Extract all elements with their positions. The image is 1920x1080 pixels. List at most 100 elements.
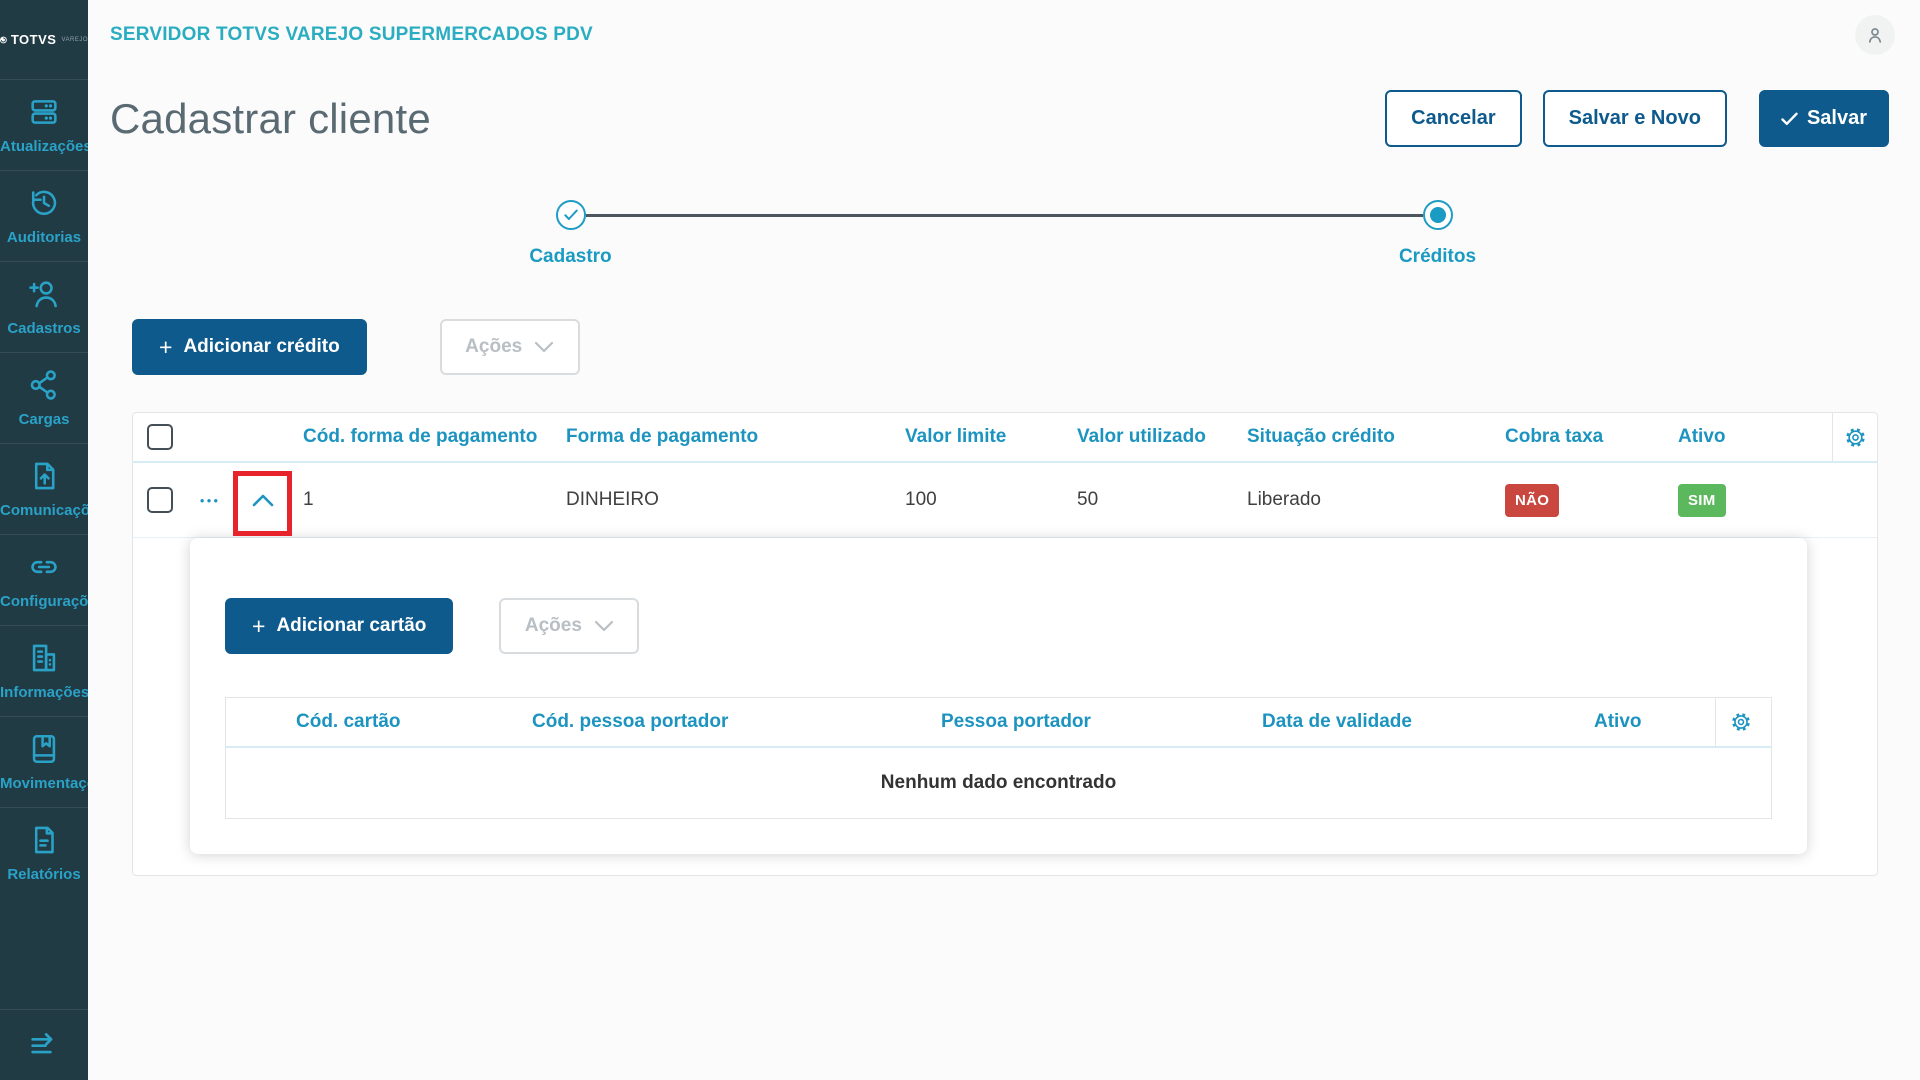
cancel-button[interactable]: Cancelar: [1385, 90, 1522, 147]
column-header: Cód. pessoa portador: [532, 711, 729, 732]
share-icon: [30, 370, 56, 400]
totvs-logo: TOTVS VAREJO: [0, 0, 88, 79]
step-label: Créditos: [1398, 246, 1477, 267]
history-icon: [31, 190, 57, 215]
sidebar-item-cargas[interactable]: Cargas: [0, 352, 88, 443]
cards-actions-dropdown[interactable]: Ações: [499, 598, 640, 654]
save-button-label: Salvar: [1806, 107, 1867, 129]
expand-arrow-icon: [31, 1033, 53, 1054]
cards-panel: + Adicionar cartão Ações Cód. cartão Cód…: [190, 538, 1807, 854]
plus-icon: +: [159, 333, 173, 360]
sidebar-item-auditorias[interactable]: Auditorias: [0, 170, 88, 261]
credits-toolbar: + Adicionar crédito Ações: [88, 319, 1920, 375]
add-credit-label: Adicionar crédito: [183, 336, 340, 357]
sidebar-item-label: Cadastros: [7, 320, 81, 337]
ativo-badge: SIM: [1678, 483, 1726, 517]
cards-table-settings-button[interactable]: [1715, 698, 1765, 746]
sidebar-item-label: Relatórios: [7, 866, 81, 883]
credit-row: ●●● 1 DINHEIRO 100 50 Liberado NÃO SIM: [133, 463, 1877, 538]
chevron-down-icon: [594, 620, 613, 632]
table-settings-button[interactable]: [1832, 413, 1878, 461]
user-avatar-button[interactable]: [1855, 15, 1895, 55]
main-content: SERVIDOR TOTVS VAREJO SUPERMERCADOS PDV …: [88, 0, 1920, 1080]
sidebar-item-label: Informações: [0, 684, 88, 701]
cell-valor-utilizado: 50: [1077, 489, 1099, 510]
page-header: Cadastrar cliente Cancelar Salvar e Novo…: [88, 90, 1920, 147]
book-icon: [32, 734, 56, 764]
cell-forma-pagamento: DINHEIRO: [566, 489, 659, 510]
column-header: Valor limite: [905, 426, 1007, 447]
cell-cod-forma: 1: [303, 489, 314, 510]
step-label: Cadastro: [529, 246, 612, 267]
step-done-circle: [555, 200, 586, 230]
step-active-circle: [1422, 200, 1453, 230]
sidebar-item-comunicacoes[interactable]: Comunicações: [0, 443, 88, 534]
sidebar-item-label: Auditorias: [6, 229, 82, 246]
page-actions: Cancelar Salvar e Novo Salvar: [1385, 90, 1889, 147]
sidebar-item-label: Cargas: [18, 411, 70, 428]
user-add-icon: [29, 281, 57, 308]
sidebar-nav: Atualizações Auditorias Cadastros Cargas: [0, 79, 88, 898]
collapse-row-button[interactable]: [252, 493, 274, 507]
report-icon: [34, 826, 54, 854]
save-button[interactable]: Salvar: [1758, 90, 1889, 147]
step-cadastro[interactable]: Cadastro: [511, 200, 631, 268]
add-card-button[interactable]: + Adicionar cartão: [225, 598, 454, 654]
stepper: Cadastro Créditos: [88, 200, 1920, 268]
gear-icon: [1846, 427, 1865, 447]
actions-label: Ações: [465, 336, 523, 357]
sidebar-expand-toggle[interactable]: [0, 1009, 88, 1080]
app-header: SERVIDOR TOTVS VAREJO SUPERMERCADOS PDV: [88, 0, 1920, 56]
cards-table: Cód. cartão Cód. pessoa portador Pessoa …: [225, 697, 1772, 819]
sidebar-item-informacoes[interactable]: Informações: [0, 625, 88, 716]
file-upload-icon: [34, 462, 55, 490]
cobra-taxa-badge: NÃO: [1505, 483, 1560, 517]
stepper-line: [585, 214, 1423, 217]
column-header: Cobra taxa: [1505, 426, 1604, 447]
brand-name: TOTVS: [10, 32, 57, 47]
chevron-down-icon: [535, 341, 554, 353]
column-header: Cód. cartão: [296, 711, 401, 732]
row-options-icon[interactable]: ●●●: [199, 495, 221, 505]
plus-icon: +: [252, 612, 266, 639]
column-header: Situação crédito: [1247, 426, 1395, 447]
step-active-dot: [1429, 207, 1446, 223]
totvs-logo-icon: [0, 36, 7, 43]
credits-actions-dropdown[interactable]: Ações: [439, 319, 580, 375]
gear-icon: [1731, 713, 1750, 731]
empty-table-message: Nenhum dado encontrado: [880, 772, 1117, 793]
cell-valor-limite: 100: [905, 489, 937, 510]
column-header: Pessoa portador: [941, 711, 1091, 732]
user-icon: [1868, 28, 1882, 43]
step-creditos[interactable]: Créditos: [1378, 200, 1498, 268]
sidebar-item-relatorios[interactable]: Relatórios: [0, 807, 88, 898]
sidebar-item-label: Movimentações: [0, 775, 88, 792]
add-card-label: Adicionar cartão: [276, 615, 427, 636]
sidebar-item-movimentacoes[interactable]: Movimentações: [0, 716, 88, 807]
link-icon: [31, 560, 57, 574]
actions-label: Ações: [524, 615, 582, 636]
sidebar-item-label: Comunicações: [0, 502, 88, 519]
column-header: Cód. forma de pagamento: [303, 426, 538, 447]
credits-table: Cód. forma de pagamento Forma de pagamen…: [132, 412, 1878, 876]
cell-situacao-credito: Liberado: [1247, 489, 1321, 510]
select-all-checkbox[interactable]: [147, 424, 173, 450]
chevron-up-icon: [252, 494, 274, 507]
column-header: Valor utilizado: [1077, 426, 1206, 447]
row-checkbox[interactable]: [147, 487, 173, 513]
credits-table-header: Cód. forma de pagamento Forma de pagamen…: [133, 413, 1877, 463]
column-header: Ativo: [1678, 426, 1726, 447]
sidebar-item-atualizacoes[interactable]: Atualizações: [0, 79, 88, 170]
sidebar: TOTVS VAREJO Atualizações Auditorias Cad…: [0, 0, 88, 1080]
save-and-new-button[interactable]: Salvar e Novo: [1542, 90, 1727, 147]
brand-suffix: VAREJO: [61, 36, 88, 43]
cards-toolbar: + Adicionar cartão Ações: [225, 598, 1772, 654]
building-icon: [32, 644, 56, 672]
cards-table-header: Cód. cartão Cód. pessoa portador Pessoa …: [226, 698, 1771, 748]
sidebar-item-cadastros[interactable]: Cadastros: [0, 261, 88, 352]
sidebar-item-label: Configurações: [0, 593, 88, 610]
add-credit-button[interactable]: + Adicionar crédito: [132, 319, 367, 375]
check-icon: [1781, 112, 1798, 125]
page-title: Cadastrar cliente: [110, 94, 431, 142]
sidebar-item-configuracoes[interactable]: Configurações: [0, 534, 88, 625]
